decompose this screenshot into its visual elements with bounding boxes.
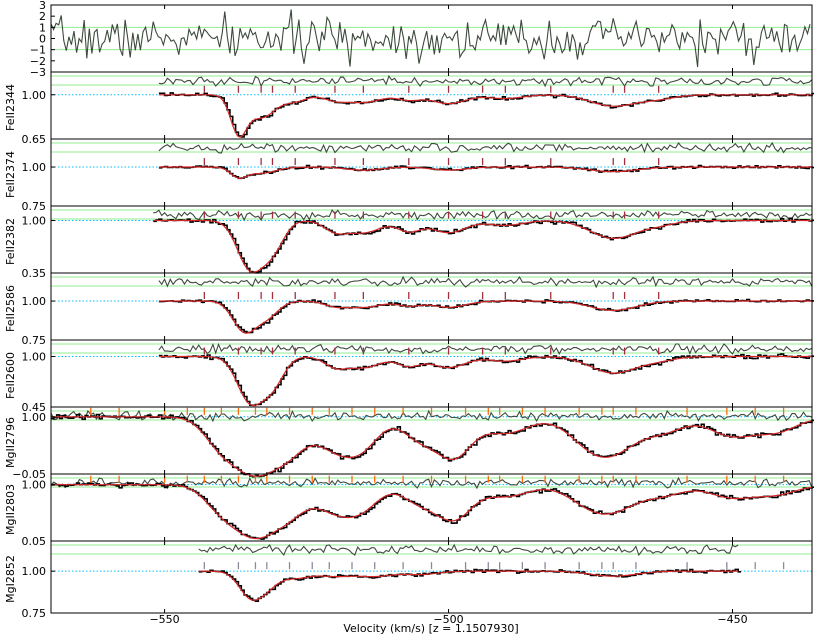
panel-model-line: [51, 484, 813, 540]
panel-y-label-top: 1.00: [22, 479, 47, 492]
panel-y-label-top: 1.00: [22, 89, 47, 102]
residual-y-tick-label: −2: [30, 55, 46, 68]
panel-data-line: [153, 217, 814, 274]
panel-data-line: [158, 353, 814, 407]
panel-frame: [50, 540, 813, 614]
panel-y-label-bottom: 0.75: [22, 334, 47, 347]
x-tick-label: −550: [149, 613, 179, 626]
panel-residual-line: [158, 342, 813, 355]
panel-model-line: [51, 416, 813, 477]
panel-y-label-bottom: 0.65: [22, 133, 47, 146]
panel-data-line: [51, 413, 814, 479]
panel-mgi2852: 1.00 0.75 MgI2852: [4, 540, 813, 620]
panel-data-line: [198, 568, 741, 602]
panel-y-label-bottom: 0.75: [22, 607, 47, 620]
panel-feii2344: 1.00 0.65 FeII2344: [4, 71, 814, 146]
panel-model-line: [158, 355, 812, 406]
panel-data-line: [158, 92, 814, 138]
panel-y-label-top: 1.00: [22, 161, 47, 174]
panel-name-label: FeII2382: [4, 218, 17, 265]
panel-feii2382: 1.00 0.35 FeII2382: [4, 205, 814, 280]
panel-residual-line: [50, 476, 813, 490]
panel-y-label-bottom: 0.05: [22, 535, 47, 548]
panel-feii2374: 1.00 0.75 FeII2374: [4, 138, 814, 213]
panel-mgii2803: 1.00 0.05 MgII2803: [4, 473, 814, 548]
residual-y-tick-label: −1: [30, 44, 46, 57]
panel-y-label-top: 1.00: [22, 351, 47, 364]
panel-model-line: [198, 570, 739, 601]
panel-y-label-bottom: 0.45: [22, 401, 47, 414]
x-axis: −550−500−450−400: [149, 5, 748, 626]
panel-residual-line: [198, 543, 739, 557]
x-axis-label: Velocity (km/s) [z = 1.1507930]: [343, 622, 518, 635]
residual-series-line: [50, 9, 811, 68]
panel-feii2600: 1.00 0.45 FeII2600: [4, 339, 814, 414]
panel-y-label-bottom: 0.75: [22, 200, 47, 213]
residual-y-tick-label: 0: [39, 33, 46, 46]
residual-y-tick-label: −3: [30, 66, 46, 79]
panel-y-label-top: 1.00: [22, 565, 47, 578]
panel-name-label: MgII2803: [4, 484, 17, 535]
panel-y-label-bottom: −0.05: [12, 468, 46, 481]
panel-model-line: [158, 94, 812, 138]
residual-y-tick-label: 1: [39, 21, 46, 34]
residual-y-tick-label: 3: [39, 0, 46, 12]
panel-name-label: FeII2374: [4, 151, 17, 198]
panel-name-label: MgII2796: [4, 417, 17, 468]
panel-y-label-top: 1.00: [22, 411, 47, 424]
x-tick-label: −500: [433, 613, 463, 626]
panel-y-label-top: 1.00: [22, 215, 47, 228]
panel-model-line: [158, 300, 812, 334]
panel-name-label: MgI2852: [4, 555, 17, 603]
panel-name-label: FeII2344: [4, 84, 17, 131]
panel-model-line: [153, 219, 812, 273]
panel-frame: [50, 138, 813, 207]
panel-residual-line: [158, 141, 813, 154]
panel-name-label: FeII2600: [4, 352, 17, 399]
panel-model-line: [158, 166, 812, 179]
panel-y-label-top: 1.00: [22, 295, 47, 308]
x-tick-label: −450: [717, 613, 747, 626]
residual-y-tick-label: 2: [39, 10, 46, 23]
panel-name-label: FeII2586: [4, 285, 17, 332]
panel-residual-line: [158, 275, 813, 289]
panel-feii2586: 1.00 0.75 FeII2586: [4, 272, 814, 347]
panel-y-label-bottom: 0.35: [22, 267, 47, 280]
panel-residual-line: [158, 75, 813, 88]
